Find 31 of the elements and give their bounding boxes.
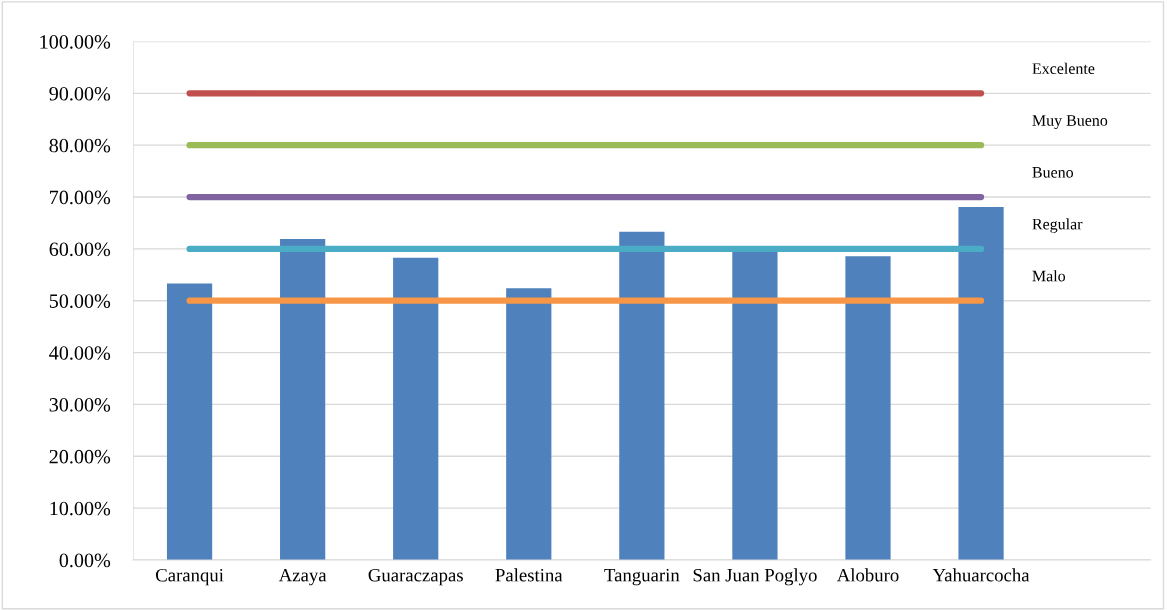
x-tick-label: Azaya bbox=[278, 568, 327, 586]
x-tick-label: Guaraczapas bbox=[368, 568, 463, 586]
y-tick-label: 50.00% bbox=[49, 294, 111, 308]
text: Regular bbox=[1032, 218, 1083, 233]
x-tick-label: Palestina bbox=[495, 568, 563, 582]
text: Excelente bbox=[1032, 62, 1095, 74]
bar bbox=[166, 283, 213, 560]
y-tick-label: 0.00% bbox=[59, 553, 111, 568]
x-tick-label: Yahuarcocha bbox=[932, 568, 1030, 582]
x-tick-label: Aloburo bbox=[836, 568, 899, 582]
bar bbox=[506, 288, 552, 560]
y-tick-label: 40.00% bbox=[49, 346, 111, 360]
y-tick-label: 20.00% bbox=[49, 449, 111, 464]
y-tick-label: 80.00% bbox=[49, 138, 111, 153]
y-tick-label: 70.00% bbox=[50, 190, 111, 205]
bar bbox=[958, 206, 1004, 560]
bar bbox=[393, 257, 439, 560]
x-tick-label: Tanguarin bbox=[604, 568, 680, 586]
y-tick-label: 100.00% bbox=[40, 35, 111, 49]
text: Malo bbox=[1032, 270, 1066, 282]
y-tick-label: 60.00% bbox=[49, 242, 111, 257]
y-tick-label: 30.00% bbox=[49, 398, 111, 412]
x-tick-label: San Juan Poglyo bbox=[693, 568, 817, 586]
x-tick-label: Caranqui bbox=[155, 568, 224, 586]
bar bbox=[619, 231, 665, 560]
text: Muy Bueno bbox=[1032, 115, 1108, 130]
y-tick-label: 90.00% bbox=[49, 86, 111, 101]
bar bbox=[280, 239, 326, 560]
text: Bueno bbox=[1032, 167, 1074, 178]
y-tick-label: 10.00% bbox=[50, 501, 111, 516]
bar bbox=[845, 256, 891, 560]
